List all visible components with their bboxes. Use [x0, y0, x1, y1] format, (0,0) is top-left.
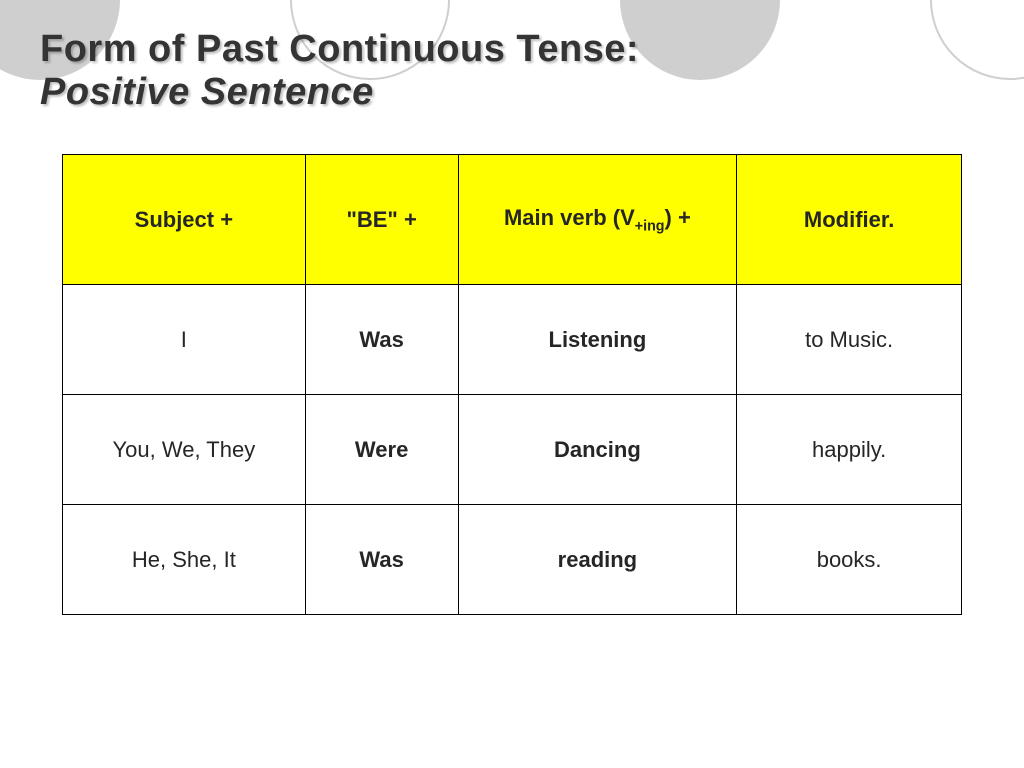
cell-modifier: books. — [737, 505, 962, 615]
cell-subject: He, She, It — [63, 505, 306, 615]
cell-verb: Dancing — [458, 395, 737, 505]
header-verb-sub: +ing — [635, 218, 665, 234]
table-header-row: Subject + "BE" + Main verb (V+ing) + Mod… — [63, 155, 962, 285]
header-verb-suffix: ) + — [665, 205, 691, 230]
cell-be: Were — [305, 395, 458, 505]
title-line-1: Form of Past Continuous Tense: — [40, 28, 984, 71]
header-subject: Subject + — [63, 155, 306, 285]
cell-be: Was — [305, 505, 458, 615]
header-be: "BE" + — [305, 155, 458, 285]
header-modifier: Modifier. — [737, 155, 962, 285]
grammar-table: Subject + "BE" + Main verb (V+ing) + Mod… — [62, 154, 962, 615]
table-row: I Was Listening to Music. — [63, 285, 962, 395]
table-row: You, We, They Were Dancing happily. — [63, 395, 962, 505]
cell-subject: I — [63, 285, 306, 395]
header-verb: Main verb (V+ing) + — [458, 155, 737, 285]
cell-be: Was — [305, 285, 458, 395]
cell-verb: Listening — [458, 285, 737, 395]
cell-modifier: happily. — [737, 395, 962, 505]
cell-subject: You, We, They — [63, 395, 306, 505]
title-line-2: Positive Sentence — [40, 71, 984, 114]
cell-verb: reading — [458, 505, 737, 615]
header-verb-prefix: Main verb (V — [504, 205, 635, 230]
cell-modifier: to Music. — [737, 285, 962, 395]
table-row: He, She, It Was reading books. — [63, 505, 962, 615]
slide-title: Form of Past Continuous Tense: Positive … — [0, 0, 1024, 124]
